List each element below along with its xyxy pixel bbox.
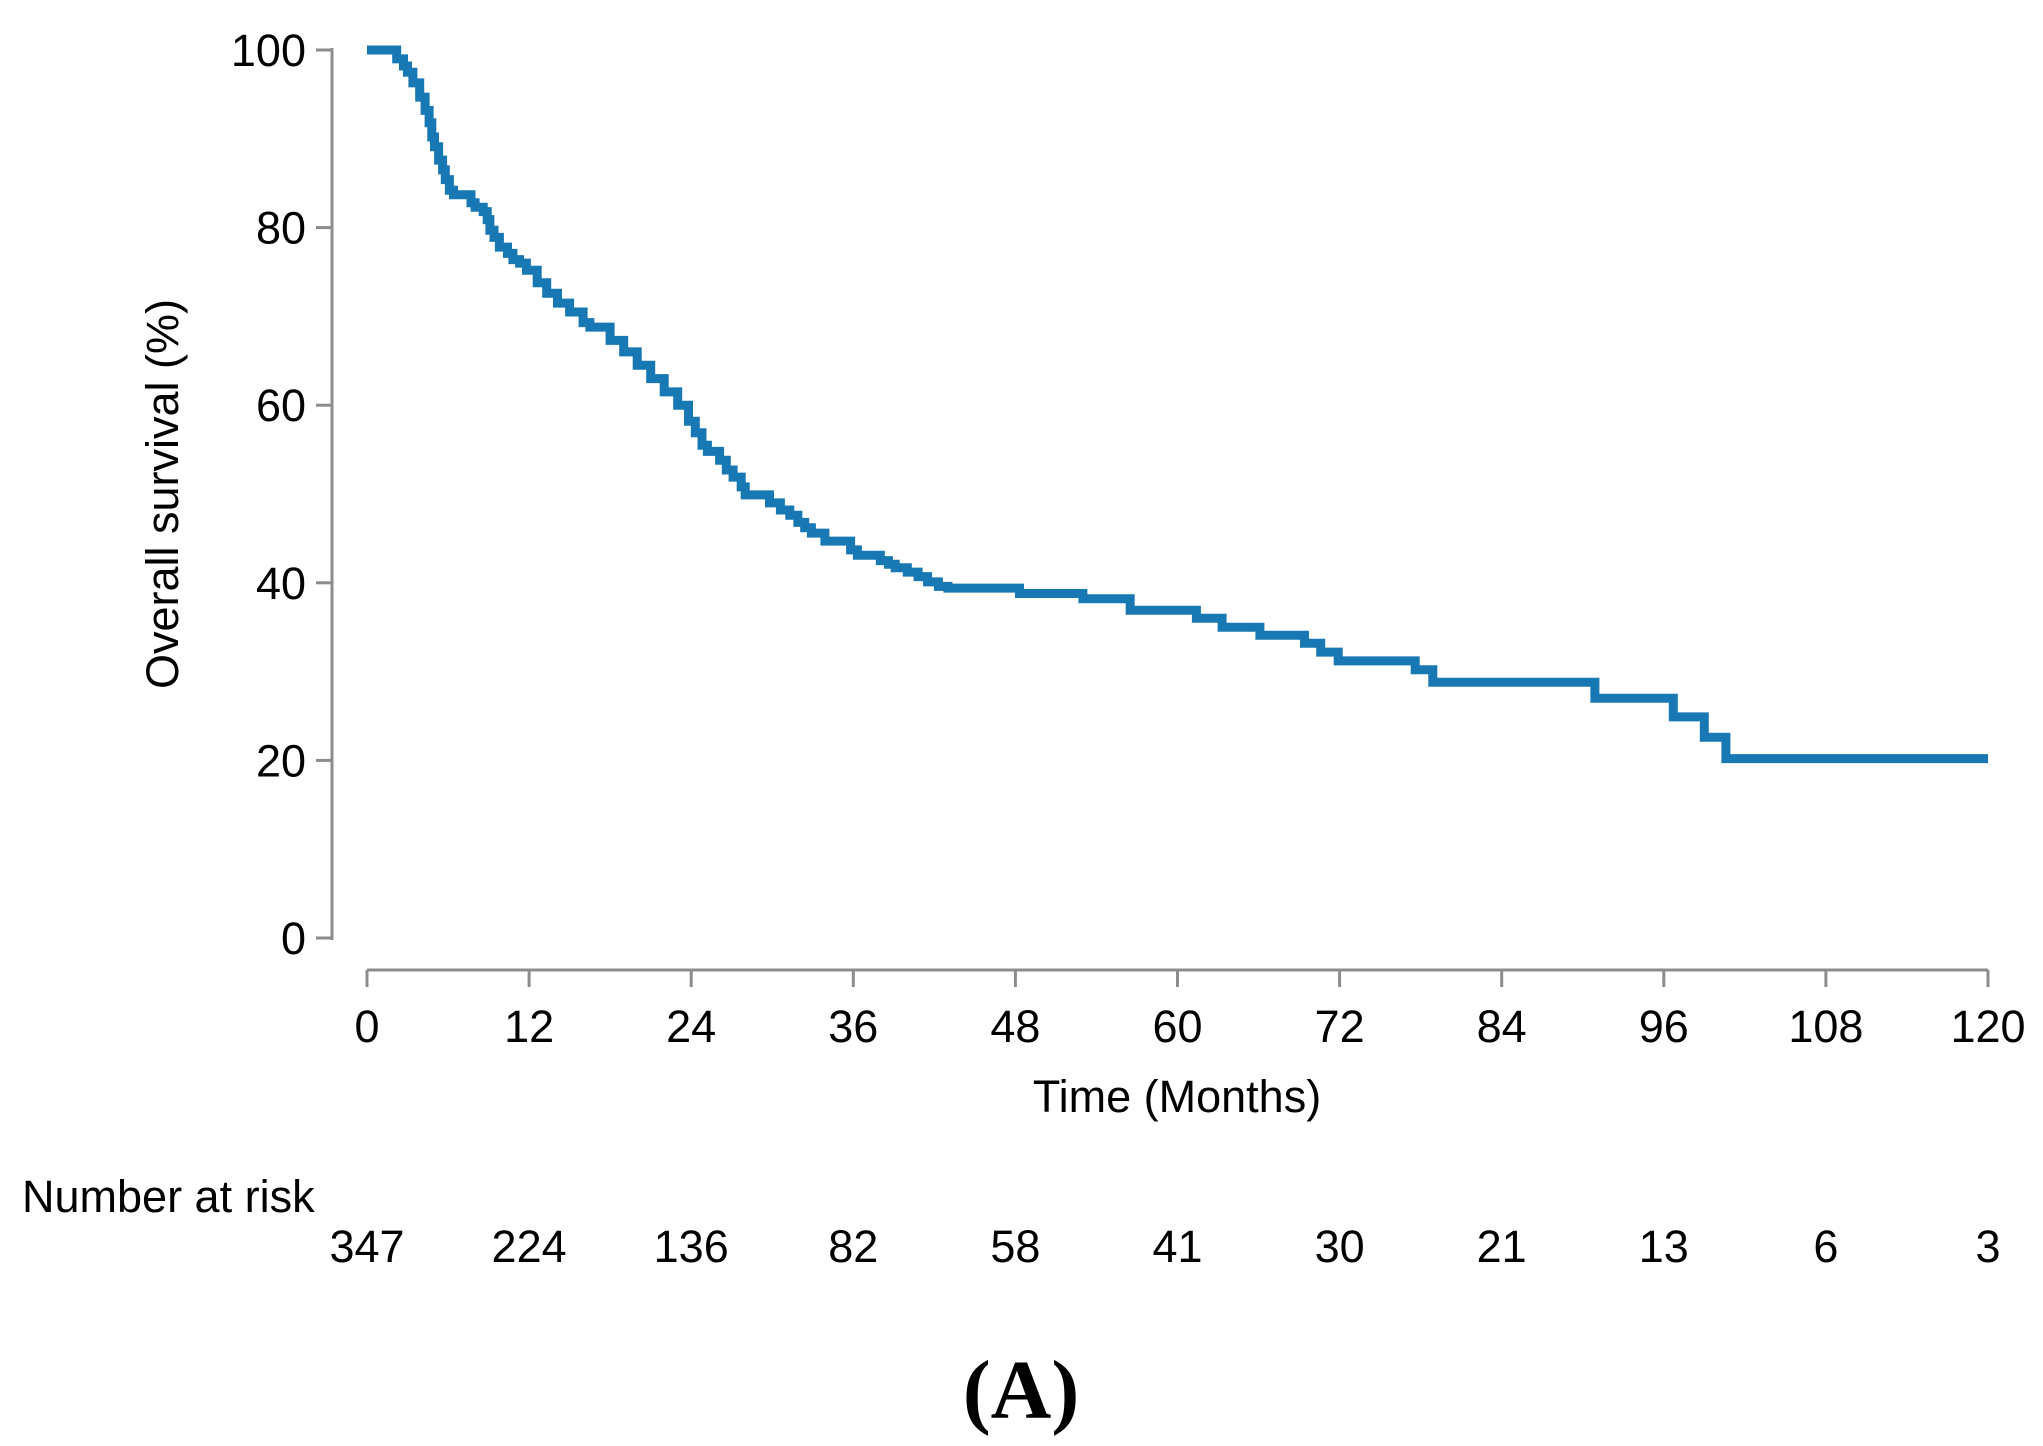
risk-count: 347 — [329, 1221, 404, 1272]
risk-table-values: 347 224 136 82 58 41 30 21 13 6 3 — [329, 1221, 2000, 1272]
risk-count: 58 — [990, 1221, 1040, 1272]
risk-count: 6 — [1813, 1221, 1838, 1272]
risk-table-label: Number at risk — [22, 1171, 315, 1222]
y-tick-label: 20 — [256, 735, 306, 786]
y-tick-labels: 0 20 40 60 80 100 — [231, 25, 306, 964]
risk-count: 41 — [1152, 1221, 1202, 1272]
x-tick-label: 0 — [354, 1001, 379, 1052]
x-tick-label: 24 — [666, 1001, 716, 1052]
y-tick-label: 0 — [281, 913, 306, 964]
risk-count: 21 — [1477, 1221, 1527, 1272]
x-tick-labels: 0 12 24 36 48 60 72 84 96 108 120 — [354, 1001, 2025, 1052]
risk-count: 224 — [492, 1221, 567, 1272]
x-tick-label: 120 — [1950, 1001, 2025, 1052]
x-tick-label: 84 — [1477, 1001, 1527, 1052]
x-tick-label: 60 — [1152, 1001, 1202, 1052]
y-tick-label: 80 — [256, 203, 306, 254]
x-tick-label: 96 — [1639, 1001, 1689, 1052]
survival-curve — [367, 45, 1988, 764]
x-tick-label: 36 — [828, 1001, 878, 1052]
y-tick-label: 100 — [231, 25, 306, 76]
x-tick-label: 48 — [990, 1001, 1040, 1052]
risk-count: 136 — [654, 1221, 729, 1272]
risk-count: 13 — [1639, 1221, 1689, 1272]
x-axis — [365, 968, 1990, 987]
x-tick-label: 72 — [1315, 1001, 1365, 1052]
x-tick-label: 108 — [1788, 1001, 1863, 1052]
y-tick-label: 60 — [256, 380, 306, 431]
panel-label: (A) — [963, 1344, 1080, 1437]
x-tick-label: 12 — [504, 1001, 554, 1052]
risk-count: 3 — [1975, 1221, 2000, 1272]
y-axis — [316, 48, 334, 940]
x-axis-title: Time (Months) — [1033, 1071, 1321, 1122]
risk-count: 82 — [828, 1221, 878, 1272]
y-tick-label: 40 — [256, 558, 306, 609]
y-axis-title: Overall survival (%) — [137, 299, 188, 689]
risk-count: 30 — [1315, 1221, 1365, 1272]
